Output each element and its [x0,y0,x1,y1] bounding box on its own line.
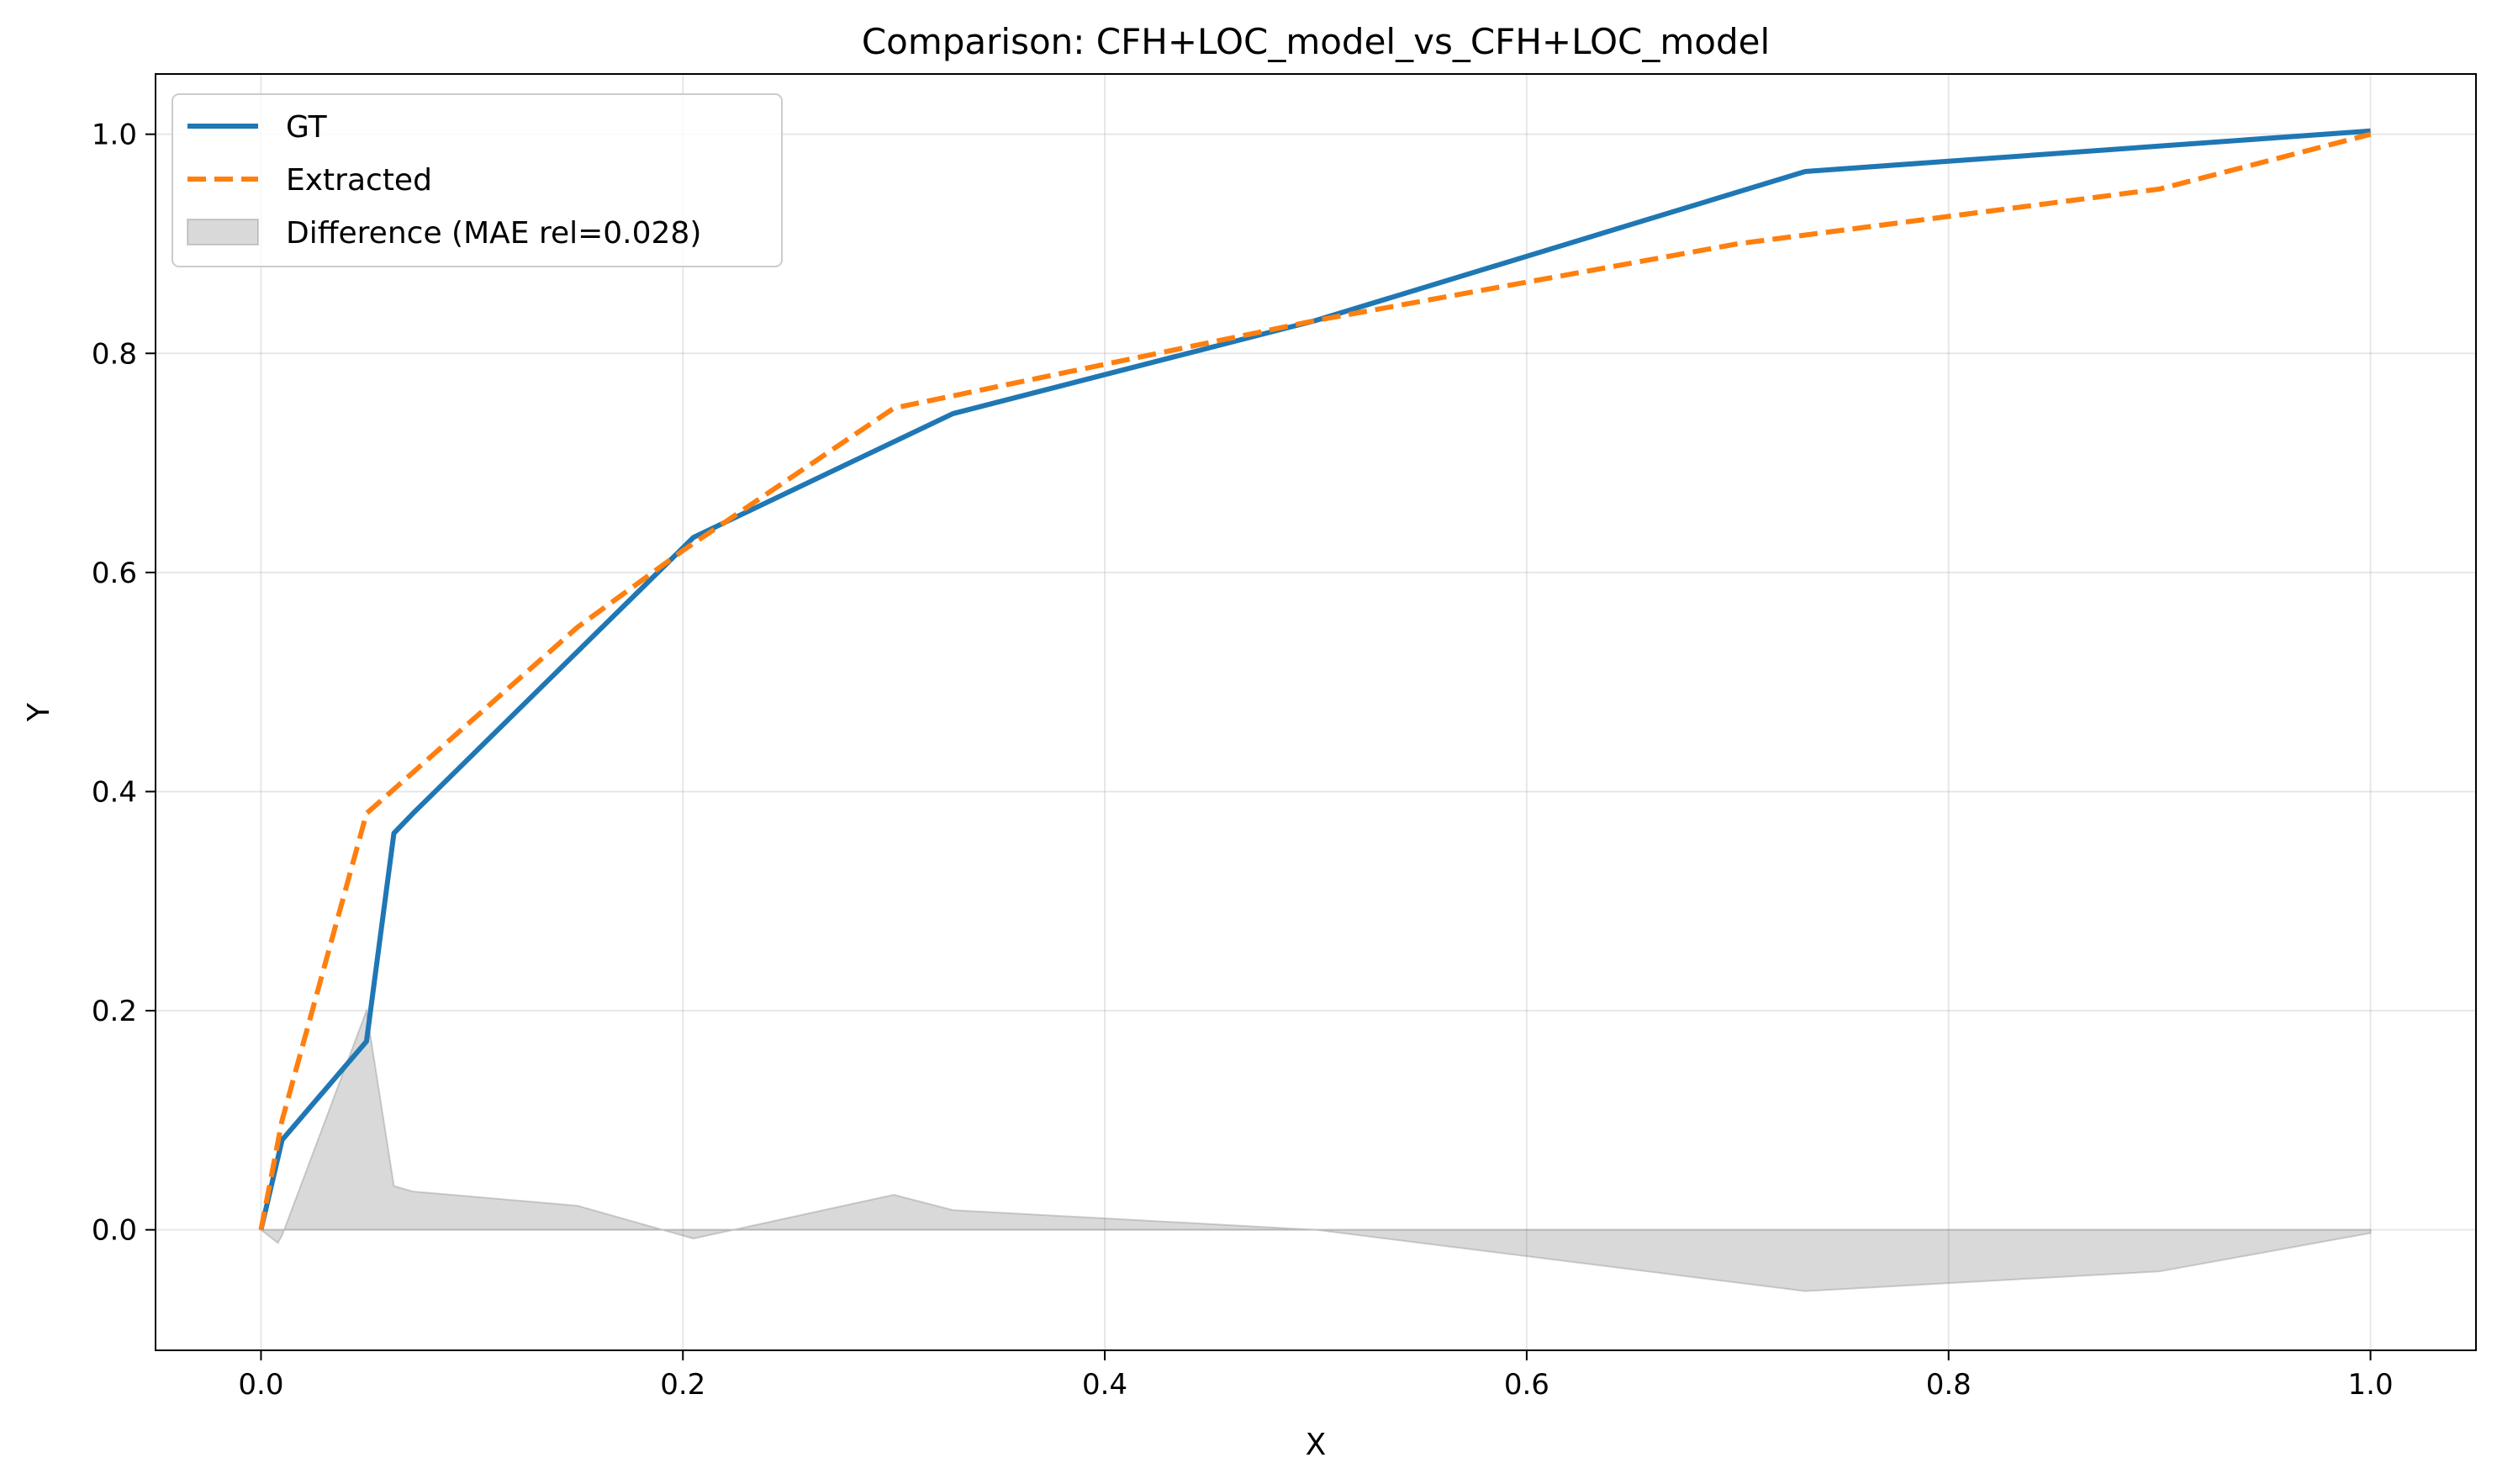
y-tick-label: 0.2 [92,995,137,1028]
grid [156,74,2476,1350]
series-line-gt [258,128,2371,1231]
legend-item-gt-label: GT [286,110,328,145]
y-tick-label: 0.0 [92,1214,137,1248]
series-line-extracted [258,131,2372,1231]
plot-frame [155,73,2477,1351]
x-tick-label: 0.6 [1504,1368,1549,1402]
x-axis-label: X [1306,1428,1327,1462]
difference-area [258,1007,2372,1292]
y-axis-label: Y [22,702,56,722]
series-lines [258,128,2372,1231]
x-tick-label: 0.4 [1082,1368,1127,1402]
legend-item-difference-swatch [187,219,259,246]
x-tick-label: 1.0 [2348,1368,2394,1402]
x-tick-label: 0.0 [238,1368,283,1402]
x-tick-label: 0.2 [660,1368,705,1402]
difference-fill [258,1007,2372,1292]
axis-ticks: 0.0 0.2 0.4 0.6 0.8 1.0 0.0 0.2 0.4 0.6 0.8 1.0 [92,119,2394,1402]
legend-item-extracted-label: Extracted [286,163,432,198]
x-tick-label: 0.8 [1926,1368,1972,1402]
y-tick-label: 0.4 [92,775,137,809]
y-tick-label: 0.8 [92,337,137,371]
legend-box [172,93,783,267]
y-tick-label: 1.0 [92,119,137,152]
legend: GT Extracted Difference (MAE rel=0.028) [172,93,783,267]
y-tick-label: 0.6 [92,557,137,590]
legend-item-difference-label: Difference (MAE rel=0.028) [286,216,701,251]
chart-title: Comparison: CFH+LOC_model_vs_CFH+LOC_mod… [862,21,1770,62]
